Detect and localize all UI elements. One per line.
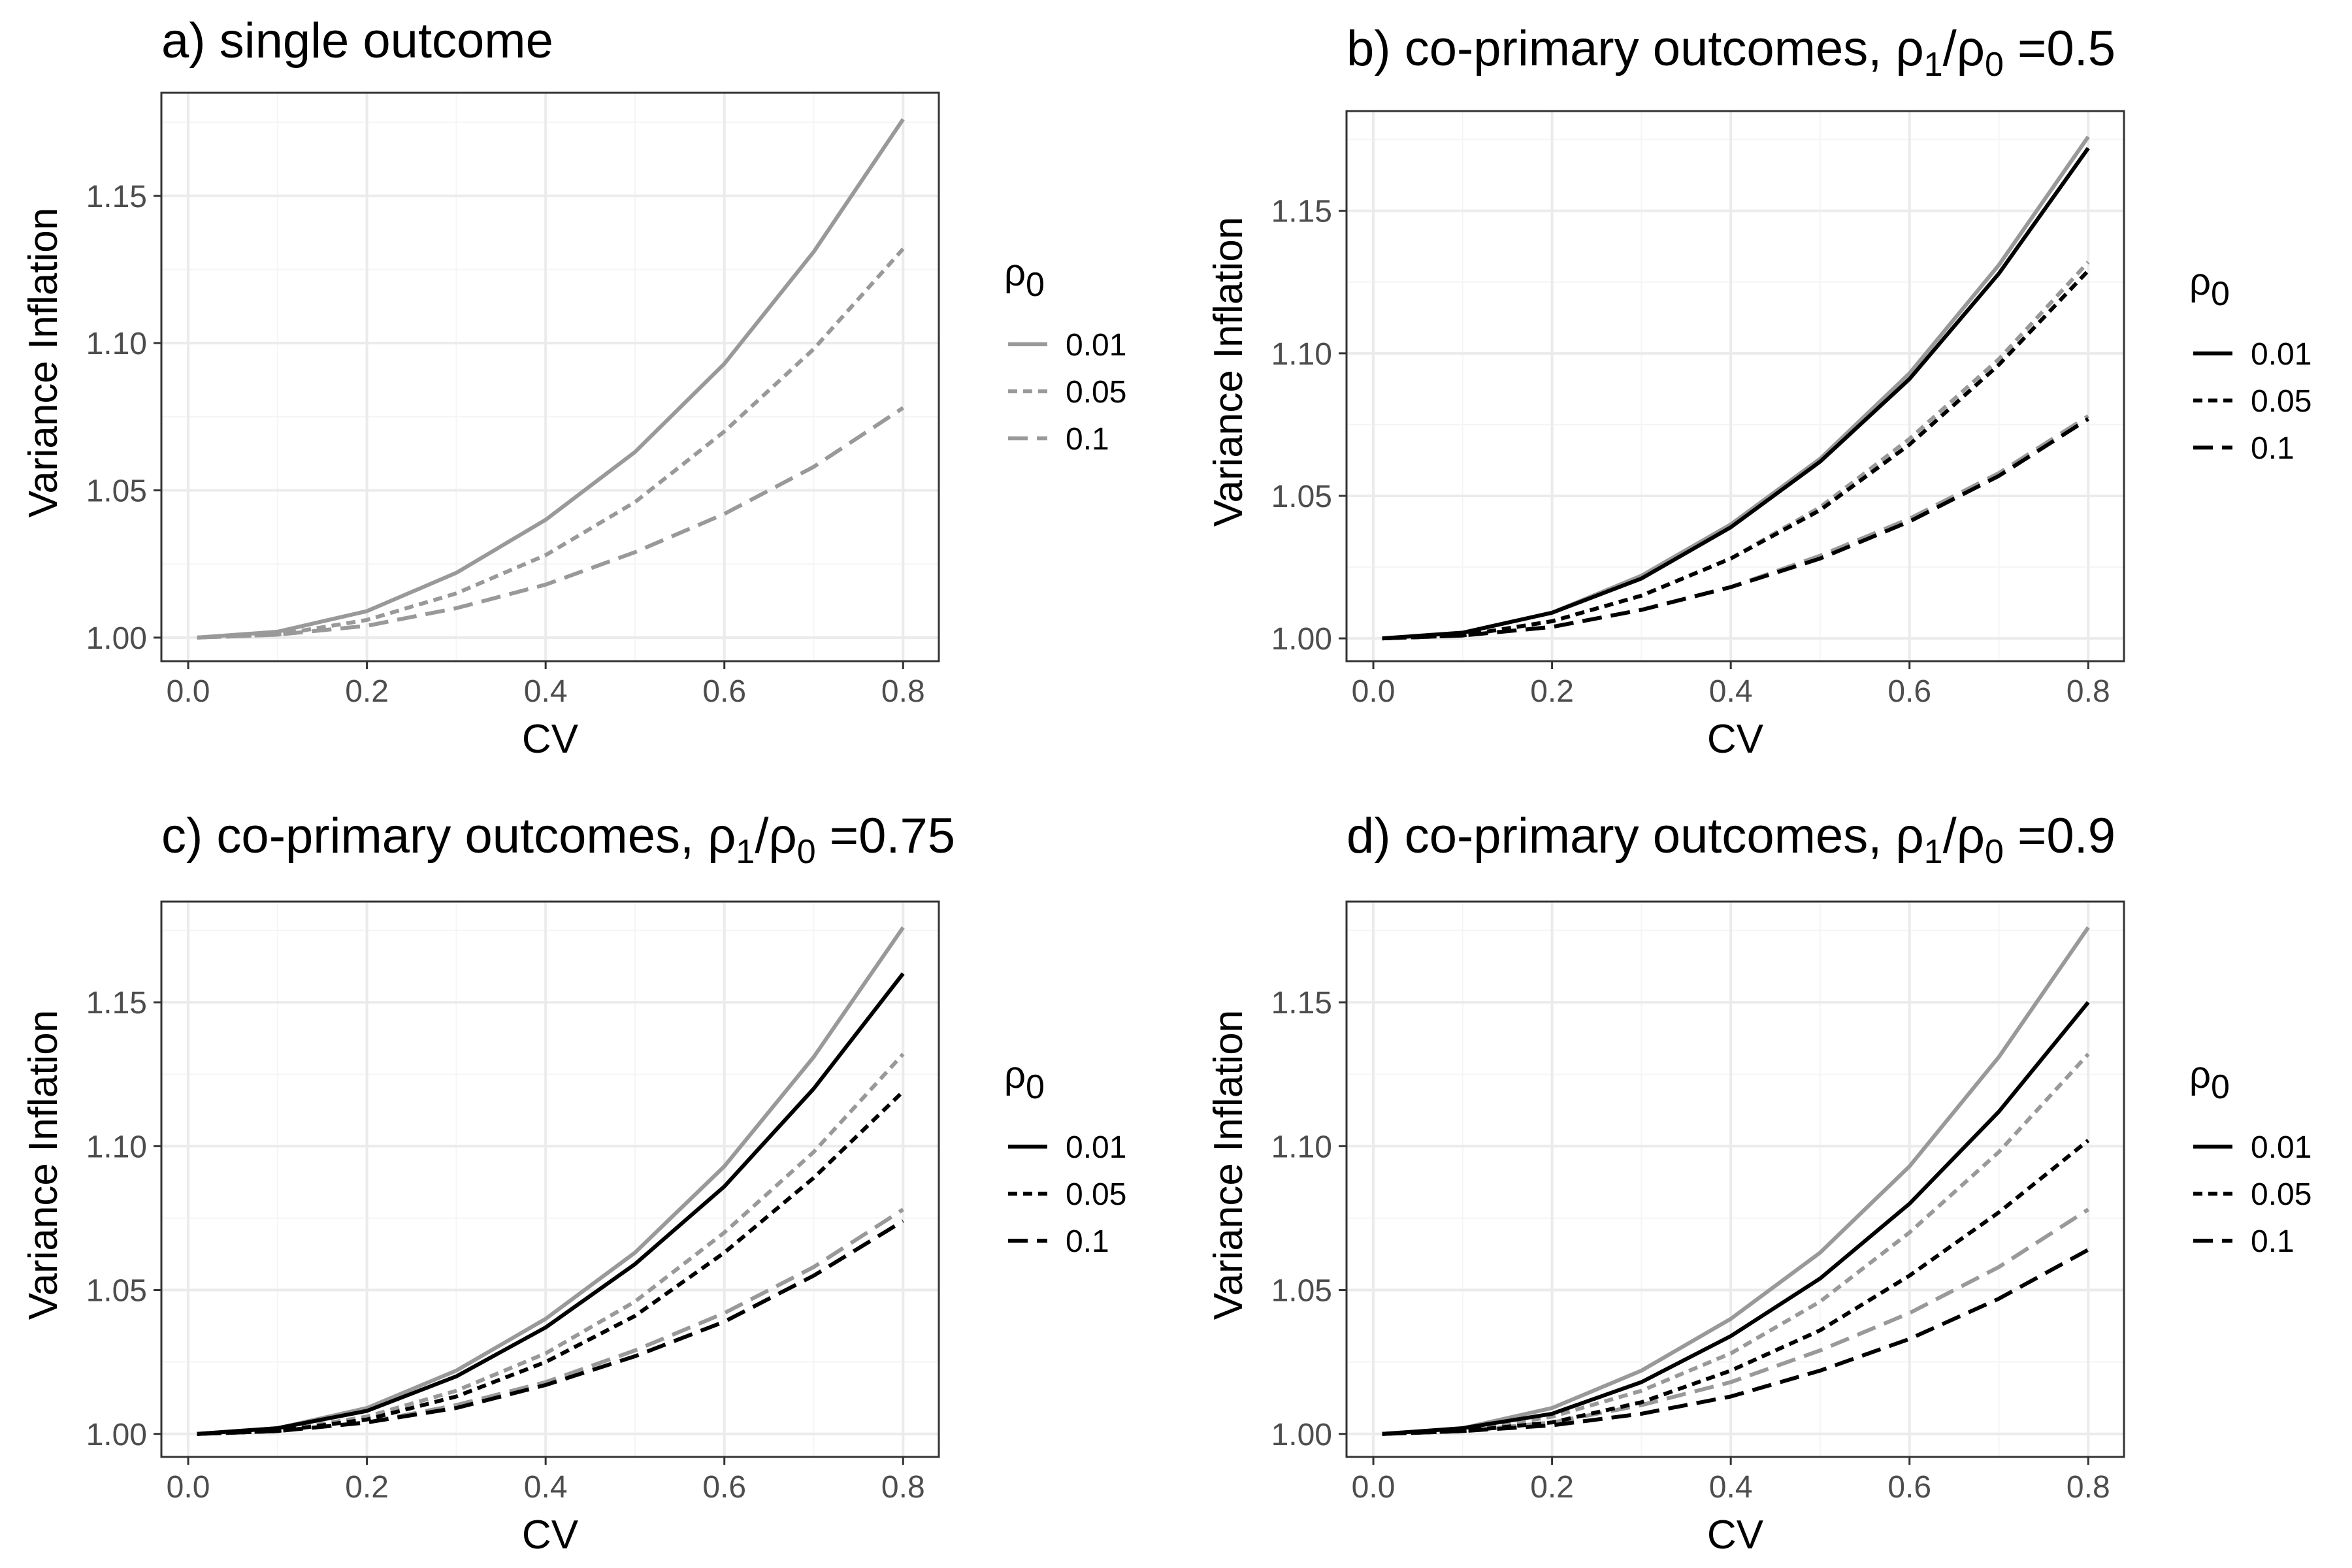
y-tick-label: 1.15 (1271, 195, 1332, 229)
y-tick-label: 1.00 (86, 1418, 147, 1452)
legend-label: 0.01 (2251, 1130, 2311, 1165)
panel-title: b) co-primary outcomes, ρ1​/ρ0​ =0.5 (1347, 21, 2115, 84)
series-line-grey-0_1 (1382, 1207, 2089, 1436)
series-line-black-0_01 (197, 972, 905, 1436)
panel-c: 0.0 0.2 0.4 0.6 0.8 1.00 1.05 1.10 1.15 CV Varianc… (21, 808, 1126, 1558)
legend-title: ρ0​ (1004, 1054, 1045, 1106)
series-line-black-0_1 (197, 1219, 904, 1436)
panel-border (160, 900, 940, 1458)
legend-label: 0.01 (2251, 337, 2311, 372)
x-tick-label: 0.0 (1352, 1470, 1396, 1505)
y-tick-label: 1.15 (1271, 986, 1332, 1021)
series-line-grey-0_1 (197, 1207, 904, 1436)
legend-title: ρ0​ (2189, 261, 2230, 313)
y-tick-label: 1.15 (86, 180, 147, 214)
x-tick-label: 0.6 (702, 1470, 746, 1505)
y-tick-label: 1.00 (1271, 622, 1332, 657)
legend-label: 0.1 (2251, 1224, 2295, 1259)
y-tick-label: 1.05 (86, 1274, 147, 1309)
y-tick-label: 1.10 (1271, 1130, 1332, 1164)
series-line-grey-0_1 (197, 406, 904, 640)
legend-label: 0.05 (1066, 1177, 1126, 1212)
x-tick-label: 0.0 (1352, 674, 1396, 709)
y-axis-title: Variance Inflation (1206, 1010, 1251, 1320)
x-tick-label: 0.2 (345, 1470, 389, 1505)
plot-background (1347, 111, 2124, 661)
legend-label: 0.1 (1066, 1224, 1109, 1259)
panel-d: 0.0 0.2 0.4 0.6 0.8 1.00 1.05 1.10 1.15 CV Varianc… (1206, 808, 2311, 1558)
legend-label: 0.05 (2251, 384, 2311, 419)
x-tick-label: 0.8 (881, 674, 925, 709)
series-line-black-0_1 (1382, 1248, 2089, 1436)
y-tick-label: 1.05 (86, 474, 147, 509)
x-tick-label: 0.4 (524, 1470, 568, 1505)
x-axis-title: CV (1707, 717, 1764, 762)
y-tick-label: 1.05 (1271, 480, 1332, 514)
x-tick-label: 0.8 (881, 1470, 925, 1505)
x-axis-title: CV (522, 1512, 579, 1558)
series-line-grey-0_05 (197, 247, 905, 640)
legend-label: 0.01 (1066, 328, 1126, 363)
y-tick-label: 1.15 (86, 986, 147, 1021)
y-tick-label: 1.10 (86, 327, 147, 361)
series-line-black-0_01 (1382, 1001, 2090, 1436)
x-tick-label: 0.4 (524, 674, 568, 709)
y-axis-title: Variance Inflation (21, 1010, 66, 1320)
legend-label: 0.05 (2251, 1177, 2311, 1212)
y-tick-label: 1.00 (1271, 1418, 1332, 1452)
x-tick-label: 0.6 (1887, 1470, 1931, 1505)
series-line-black-0_01 (1382, 146, 2090, 641)
legend-label: 0.01 (1066, 1130, 1126, 1165)
x-tick-label: 0.2 (345, 674, 389, 709)
x-tick-label: 0.2 (1530, 674, 1574, 709)
x-tick-label: 0.8 (2066, 674, 2110, 709)
y-axis-title: Variance Inflation (21, 208, 66, 517)
series-line-grey-0_01 (197, 118, 905, 640)
panel-border (1345, 900, 2125, 1458)
y-tick-label: 1.05 (1271, 1274, 1332, 1309)
legend-label: 0.05 (1066, 375, 1126, 410)
legend-label: 0.1 (2251, 431, 2295, 466)
x-tick-label: 0.4 (1709, 674, 1753, 709)
x-tick-label: 0.0 (167, 674, 210, 709)
x-axis-title: CV (522, 717, 579, 762)
y-tick-label: 1.10 (86, 1130, 147, 1164)
panel-title: d) co-primary outcomes, ρ1​/ρ0​ =0.9 (1347, 808, 2115, 871)
plot-background (161, 93, 939, 661)
y-axis-title: Variance Inflation (1206, 217, 1251, 527)
x-axis-title: CV (1707, 1512, 1764, 1558)
panel-border (1345, 110, 2125, 662)
series-line-black-0_05 (1382, 1139, 2090, 1436)
y-tick-label: 1.10 (1271, 337, 1332, 372)
legend-title: ρ0​ (1004, 252, 1045, 304)
x-tick-label: 0.6 (1887, 674, 1931, 709)
panel-a: 0.0 0.2 0.4 0.6 0.8 1.00 1.05 1.10 1.15 CV Varianc… (21, 13, 1126, 762)
series-line-black-0_05 (197, 1090, 905, 1436)
x-tick-label: 0.4 (1709, 1470, 1753, 1505)
x-tick-label: 0.8 (2066, 1470, 2110, 1505)
panel-title: a) single outcome (161, 13, 553, 69)
series-line-black-0_1 (1382, 417, 2089, 641)
series-line-black-0_05 (1382, 269, 2090, 641)
legend-label: 0.1 (1066, 422, 1109, 457)
panel-title: c) co-primary outcomes, ρ1​/ρ0​ =0.75 (161, 808, 955, 871)
x-tick-label: 0.6 (702, 674, 746, 709)
legend-title: ρ0​ (2189, 1054, 2230, 1106)
panel-b: 0.0 0.2 0.4 0.6 0.8 1.00 1.05 1.10 1.15 CV Varianc… (1206, 21, 2311, 762)
plot-background (1347, 902, 2124, 1457)
y-tick-label: 1.00 (86, 621, 147, 656)
panel-border (160, 91, 940, 662)
x-tick-label: 0.0 (167, 1470, 210, 1505)
x-tick-label: 0.2 (1530, 1470, 1574, 1505)
